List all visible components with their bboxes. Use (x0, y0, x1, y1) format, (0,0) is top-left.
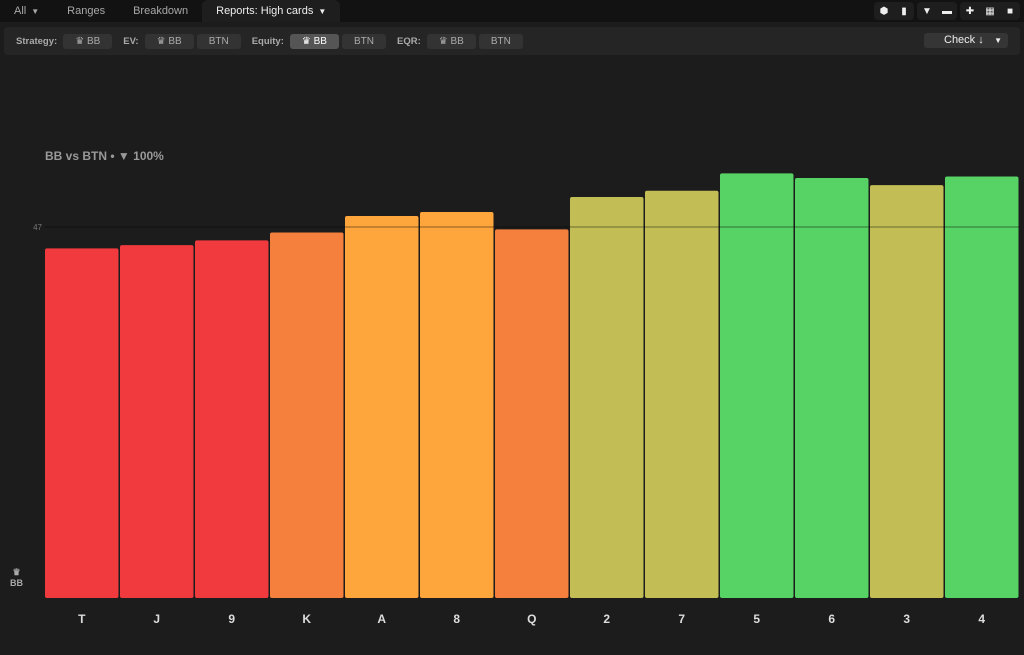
x-tick-label: A (377, 612, 386, 626)
folder-icon[interactable]: ▬ (942, 5, 952, 17)
x-tick-label: T (78, 612, 86, 626)
tab-reports[interactable]: Reports: High cards ▼ (202, 0, 341, 22)
x-tick-label: J (153, 612, 160, 626)
bar-4[interactable] (945, 176, 1019, 599)
bar-8[interactable] (420, 212, 494, 598)
tab-bar: All ▼ Ranges Breakdown Reports: High card… (0, 0, 1024, 22)
equity-label: Equity: (251, 35, 284, 47)
tab-label: All (14, 5, 27, 17)
crosshair-icon[interactable]: ✚ (965, 5, 975, 17)
bar-J[interactable] (120, 245, 194, 598)
tab-all[interactable]: All ▼ (0, 0, 53, 22)
reference-label: 47 (33, 223, 42, 232)
strategy-bb-button[interactable]: ♛ BB (63, 33, 113, 49)
ev-label: EV: (123, 35, 139, 47)
equity-btn-button[interactable]: BTN (341, 33, 386, 49)
bar-5[interactable] (720, 173, 794, 598)
x-tick-label: 4 (978, 612, 985, 626)
eqr-label: EQR: (396, 35, 421, 47)
player-axis-label: ♛ BB (10, 567, 23, 588)
tab-ranges[interactable]: Ranges (67, 5, 106, 17)
action-dropdown[interactable]: Check ↓ ▼ (924, 33, 1008, 48)
ev-bb-button[interactable]: ♛ BB (144, 33, 194, 49)
x-tick-label: 8 (453, 612, 460, 626)
x-tick-label: 3 (903, 612, 910, 626)
filter-icon[interactable]: ▼ (922, 5, 932, 17)
bar-3[interactable] (870, 185, 944, 599)
x-tick-label: 2 (603, 612, 610, 626)
cube-icon[interactable]: ⬢ (879, 5, 889, 17)
bar-A[interactable] (345, 215, 419, 599)
filter-icon: ▼ (117, 149, 130, 163)
chevron-down-icon: ▼ (994, 36, 1002, 45)
bar-Q[interactable] (495, 229, 569, 598)
square-icon[interactable]: ■ (1006, 5, 1014, 17)
bar-T[interactable] (45, 248, 119, 599)
chart-title: BB vs BTN • ▼ 100% (45, 149, 164, 163)
bar-chart-icon[interactable]: ▮ (901, 5, 907, 17)
tab-label: Reports: High cards (216, 5, 314, 17)
x-tick-label: 6 (828, 612, 835, 626)
eqr-btn-button[interactable]: BTN (478, 33, 523, 49)
filter-bar: Strategy: ♛ BB EV: ♛ BB BTN Equity: ♛ BB BTN … (4, 27, 1020, 55)
ev-btn-button[interactable]: BTN (196, 33, 241, 49)
equity-bb-button[interactable]: ♛ BB (289, 33, 339, 49)
x-tick-label: 5 (753, 612, 760, 626)
bar-2[interactable] (570, 197, 644, 598)
chevron-down-icon: ▼ (31, 7, 40, 16)
bar-9[interactable] (195, 240, 269, 599)
tab-breakdown[interactable]: Breakdown (133, 5, 189, 17)
x-tick-label: Q (527, 612, 536, 626)
eqr-bb-button[interactable]: ♛ BB (426, 33, 476, 49)
grid-icon[interactable]: ▦ (985, 5, 995, 17)
bar-K[interactable] (270, 232, 344, 599)
strategy-label: Strategy: (16, 35, 58, 47)
x-tick-label: 9 (228, 612, 235, 626)
bar-6[interactable] (795, 178, 869, 598)
chevron-down-icon: ▼ (318, 7, 327, 16)
x-tick-label: 7 (678, 612, 685, 626)
bar-7[interactable] (645, 190, 719, 598)
action-label: Check ↓ (944, 34, 984, 46)
crown-icon: ♛ (12, 567, 21, 577)
x-tick-label: K (302, 612, 311, 626)
